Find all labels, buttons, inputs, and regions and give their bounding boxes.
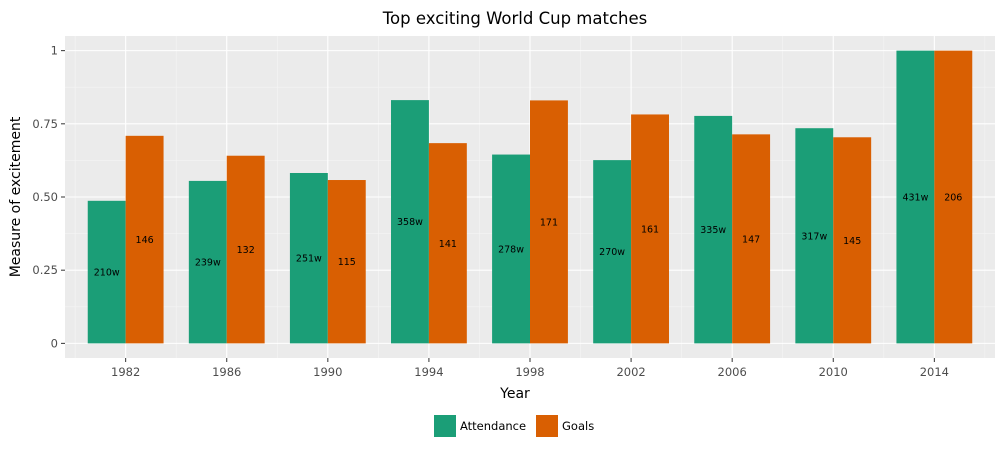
bar-goals (732, 134, 771, 344)
y-tick-label: 0.75 (32, 117, 58, 131)
bar-label-goals: 115 (338, 257, 356, 268)
bar-goals (934, 50, 973, 344)
x-axis-title: Year (499, 386, 530, 402)
bars (87, 50, 973, 344)
chart-title: Top exciting World Cup matches (382, 9, 647, 28)
x-tick-label: 2014 (920, 365, 949, 379)
y-axis: 0 0.25 0.50 0.75 1 (32, 44, 65, 350)
bar-attendance (188, 180, 227, 344)
bar-attendance (492, 154, 530, 344)
bar-goals (631, 114, 669, 344)
legend: Attendance Goals (434, 415, 594, 437)
legend-key-attendance (434, 415, 456, 437)
bar-label-goals: 171 (540, 217, 558, 228)
bar-label-attendance: 239w (195, 258, 221, 269)
bar-label-attendance: 278w (498, 244, 524, 255)
bar-attendance (87, 200, 126, 344)
bar-label-goals: 145 (843, 236, 861, 247)
bar-label-attendance: 270w (599, 247, 625, 258)
bar-goals (428, 143, 467, 344)
bar-label-goals: 141 (439, 239, 457, 250)
bar-goals (833, 137, 872, 344)
bar-label-goals: 146 (136, 235, 154, 246)
bar-label-goals: 132 (237, 245, 255, 256)
bar-label-goals: 161 (641, 224, 659, 235)
bar-attendance (593, 160, 632, 344)
x-tick-label: 1982 (111, 365, 140, 379)
bar-label-goals: 206 (944, 193, 962, 204)
bar-attendance (289, 172, 328, 344)
x-tick-label: 1998 (515, 365, 544, 379)
bar-attendance (694, 115, 733, 344)
x-tick-label: 2006 (718, 365, 747, 379)
x-tick-label: 1994 (414, 365, 443, 379)
x-tick-label: 1986 (212, 365, 241, 379)
legend-label-attendance: Attendance (460, 419, 526, 433)
legend-label-goals: Goals (562, 419, 594, 433)
bar-label-attendance: 317w (801, 231, 827, 242)
bar-label-attendance: 335w (700, 225, 726, 236)
bar-label-attendance: 210w (94, 268, 120, 279)
bar-goals (226, 155, 265, 344)
y-tick-label: 0.50 (32, 190, 58, 204)
bar-label-attendance: 358w (397, 217, 423, 228)
x-tick-label: 2002 (616, 365, 645, 379)
bar-attendance (391, 100, 429, 344)
bar-goals (530, 100, 568, 344)
bar-attendance (795, 128, 834, 344)
legend-key-goals (536, 415, 558, 437)
bar-labels: 210w 239w 251w 358w 278w 270w 335w 317w 431w 146 1… (94, 193, 963, 279)
x-tick-label: 2010 (819, 365, 848, 379)
y-tick-label: 0.25 (32, 263, 58, 277)
bar-goals (327, 180, 366, 344)
bar-label-attendance: 431w (902, 193, 928, 204)
bar-attendance (896, 50, 935, 344)
bar-label-attendance: 251w (296, 254, 322, 265)
bar-goals (125, 135, 164, 344)
x-axis: 1982 1986 1990 1994 1998 2002 2006 2010 2014 (111, 358, 949, 379)
bar-label-goals: 147 (742, 234, 760, 245)
y-tick-label: 1 (51, 44, 58, 58)
y-axis-title: Measure of excitement (8, 116, 24, 277)
x-tick-label: 1990 (313, 365, 342, 379)
y-tick-label: 0 (51, 336, 58, 350)
